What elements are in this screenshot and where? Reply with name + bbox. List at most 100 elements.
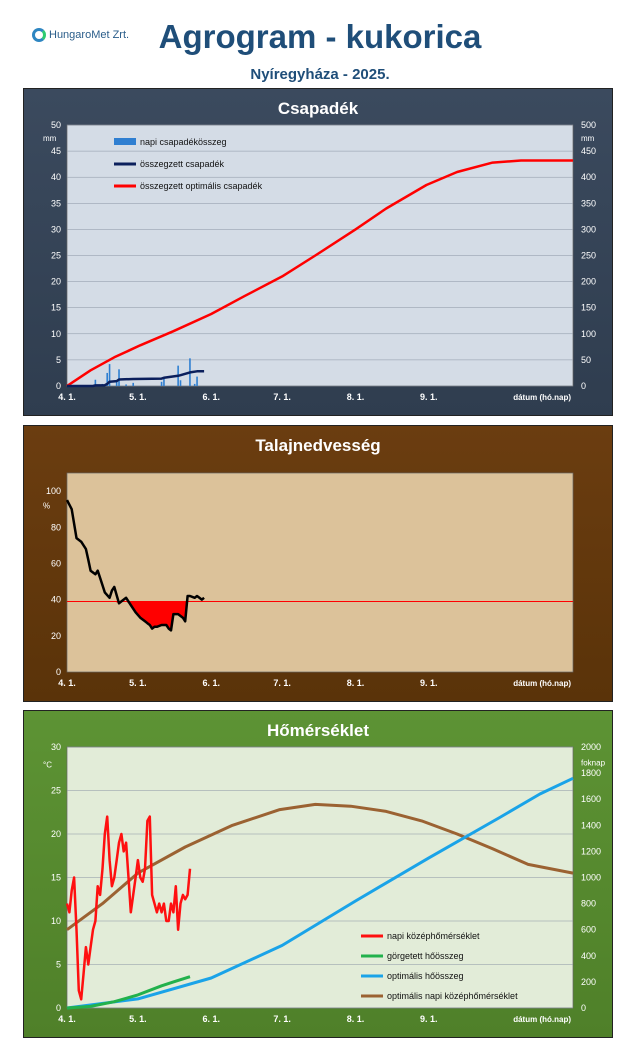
cumulative-rain-line bbox=[67, 370, 205, 388]
y-tick-label: 40 bbox=[51, 595, 61, 605]
precipitation-panel: Csapadék 0 5 10 15 20 25 30 35 40 45 50 mm 0 50 100 150… bbox=[23, 88, 613, 416]
y-tick-label: 30 bbox=[51, 224, 61, 234]
x-tick-label: 7. 1. bbox=[273, 1014, 291, 1024]
y-unit-label: mm bbox=[43, 134, 57, 143]
y2-tick-label: 450 bbox=[581, 146, 596, 156]
soil-moisture-chart: 0 20 40 60 80 100% 4. 1. 5. 1. 6. 1. 7. 1. 8. 1. 9.… bbox=[43, 472, 574, 688]
x-tick-label: 5. 1. bbox=[129, 678, 147, 688]
y-tick-label: 15 bbox=[51, 873, 61, 883]
y2-tick-label: 800 bbox=[581, 899, 596, 909]
soil-moisture-line bbox=[65, 499, 205, 632]
y-tick-label: 40 bbox=[51, 172, 61, 182]
temperature-title: Hőmérséklet bbox=[266, 721, 370, 740]
y2-tick-label: 1400 bbox=[581, 820, 601, 830]
legend-swatch bbox=[114, 138, 136, 145]
daily-rain-bar bbox=[125, 384, 127, 386]
daily-rain-bar bbox=[108, 364, 111, 386]
hungaromet-logo-icon bbox=[32, 28, 46, 42]
temperature-panel: Hőmérséklet 0 5 10 15 20 25 30 °C 0 200 400 600 800 1… bbox=[23, 710, 613, 1038]
precipitation-title: Csapadék bbox=[277, 99, 359, 118]
x-tick-label: 4. 1. bbox=[58, 392, 76, 402]
legend-label: összegzett optimális csapadék bbox=[140, 181, 263, 191]
y-tick-label: 20 bbox=[51, 829, 61, 839]
logo: HungaroMet Zrt. bbox=[32, 28, 129, 42]
y-tick-label: 0 bbox=[56, 667, 61, 677]
daily-rain-bar bbox=[132, 382, 135, 386]
y2-tick-label: 500 bbox=[581, 120, 596, 130]
y2-tick-label: 100 bbox=[581, 329, 596, 339]
y2-tick-label: 250 bbox=[581, 251, 596, 261]
daily-rain-bar bbox=[106, 372, 108, 386]
legend-label: összegzett csapadék bbox=[140, 159, 225, 169]
y2-tick-label: 1000 bbox=[581, 873, 601, 883]
y-tick-label: 0 bbox=[56, 1003, 61, 1013]
y-unit-label: °C bbox=[43, 760, 52, 769]
y-unit-label: % bbox=[43, 502, 50, 511]
daily-rain-bar bbox=[160, 381, 163, 386]
daily-rain-bar bbox=[193, 383, 196, 386]
y2-tick-label: 1600 bbox=[581, 794, 601, 804]
page-subtitle: Nyíregyháza - 2025. bbox=[250, 66, 390, 83]
y2-tick-label: 0 bbox=[581, 381, 586, 391]
soil-moisture-title: Talajnedvesség bbox=[255, 436, 381, 455]
daily-rain-bar bbox=[115, 380, 118, 386]
y-tick-label: 10 bbox=[51, 916, 61, 926]
x-tick-label: 9. 1. bbox=[420, 678, 438, 688]
y-tick-label: 30 bbox=[51, 742, 61, 752]
legend-label: görgetett hőösszeg bbox=[387, 951, 464, 961]
y2-tick-label: 1800 bbox=[581, 768, 601, 778]
soil-moisture-panel: Talajnedvesség 0 20 40 60 80 100% 4. 1. 5. 1. 6.… bbox=[23, 425, 613, 702]
legend-label: napi csapadékösszeg bbox=[140, 137, 227, 147]
daily-rain-bar bbox=[196, 376, 198, 386]
y-tick-label: 10 bbox=[51, 329, 61, 339]
y2-unit-label: foknap bbox=[581, 759, 606, 768]
y2-tick-label: 350 bbox=[581, 198, 596, 208]
y2-tick-label: 600 bbox=[581, 925, 596, 935]
y-tick-label: 50 bbox=[51, 120, 61, 130]
y2-tick-label: 400 bbox=[581, 951, 596, 961]
x-tick-label: 9. 1. bbox=[420, 1014, 438, 1024]
legend-label: optimális hőösszeg bbox=[387, 971, 464, 981]
y2-tick-label: 150 bbox=[581, 303, 596, 313]
y2-tick-label: 200 bbox=[581, 277, 596, 287]
y2-tick-label: 200 bbox=[581, 977, 596, 987]
y-tick-label: 45 bbox=[51, 146, 61, 156]
y-tick-label: 20 bbox=[51, 631, 61, 641]
x-tick-label: 7. 1. bbox=[273, 678, 291, 688]
x-tick-label: 7. 1. bbox=[273, 392, 291, 402]
y-tick-label: 25 bbox=[51, 786, 61, 796]
y-tick-label: 5 bbox=[56, 960, 61, 970]
temperature-chart: 0 5 10 15 20 25 30 °C 0 200 400 600 800 1000 1200 1400 1… bbox=[43, 742, 606, 1024]
x-tick-label: 6. 1. bbox=[202, 392, 220, 402]
page-title: Agrogram - kukorica bbox=[158, 18, 482, 55]
deficit-area bbox=[67, 601, 205, 631]
legend-label: optimális napi középhőmérséklet bbox=[387, 991, 518, 1001]
y2-tick-label: 2000 bbox=[581, 742, 601, 752]
y2-unit-label: mm bbox=[581, 134, 595, 143]
y2-tick-label: 0 bbox=[581, 1003, 586, 1013]
x-tick-label: 8. 1. bbox=[347, 1014, 365, 1024]
x-axis-label: dátum (hó.nap) bbox=[513, 679, 571, 688]
x-tick-label: 4. 1. bbox=[58, 1014, 76, 1024]
x-axis-label: dátum (hó.nap) bbox=[513, 393, 571, 402]
daily-rain-bar bbox=[163, 378, 165, 386]
x-tick-label: 8. 1. bbox=[347, 392, 365, 402]
precipitation-chart: 0 5 10 15 20 25 30 35 40 45 50 mm 0 50 100 150 200 250 300… bbox=[43, 120, 596, 402]
x-tick-label: 6. 1. bbox=[202, 678, 220, 688]
y2-tick-label: 1200 bbox=[581, 846, 601, 856]
plot-area bbox=[66, 472, 574, 673]
y-tick-label: 60 bbox=[51, 558, 61, 568]
x-axis-label: dátum (hó.nap) bbox=[513, 1015, 571, 1024]
y-tick-label: 0 bbox=[56, 381, 61, 391]
y-tick-label: 25 bbox=[51, 251, 61, 261]
x-tick-label: 5. 1. bbox=[129, 392, 147, 402]
y-tick-label: 100 bbox=[46, 486, 61, 496]
x-tick-label: 4. 1. bbox=[58, 678, 76, 688]
optimal-cumulative-line bbox=[66, 159, 573, 388]
y-tick-label: 15 bbox=[51, 303, 61, 313]
y-tick-label: 35 bbox=[51, 198, 61, 208]
x-tick-label: 9. 1. bbox=[420, 392, 438, 402]
y2-tick-label: 300 bbox=[581, 224, 596, 234]
x-tick-label: 5. 1. bbox=[129, 1014, 147, 1024]
daily-rain-bar bbox=[179, 380, 182, 386]
